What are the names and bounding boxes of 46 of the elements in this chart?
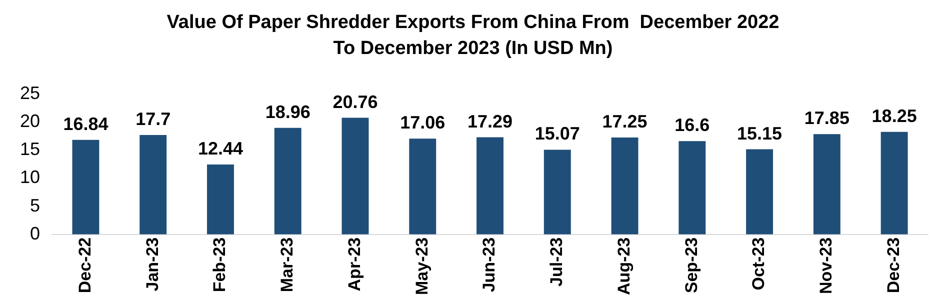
- x-tick-label: Jul-23: [547, 237, 566, 286]
- x-tick-label: Jan-23: [142, 237, 162, 292]
- y-tick-label: 20: [20, 111, 40, 132]
- x-tick-label: Sep-23: [682, 237, 701, 294]
- x-tick-label: Mar-23: [278, 237, 297, 292]
- bar: [207, 164, 234, 234]
- data-label: 17.29: [467, 111, 513, 132]
- x-tick-label: Oct-23: [749, 237, 768, 290]
- y-tick-label: 25: [20, 82, 40, 103]
- data-label: 16.6: [674, 115, 710, 136]
- x-tick-label: May-23: [412, 237, 432, 295]
- bar: [611, 138, 638, 234]
- data-label: 12.44: [198, 138, 243, 158]
- data-label: 17.7: [136, 108, 171, 129]
- data-label: 17.25: [602, 111, 648, 132]
- bar: [72, 140, 100, 234]
- y-tick-label: 15: [20, 139, 40, 160]
- data-label: 18.96: [265, 102, 310, 122]
- data-label: 17.06: [400, 112, 446, 133]
- data-label: 20.76: [332, 92, 378, 112]
- x-tick-label: Aug-23: [614, 237, 634, 295]
- bar: [746, 149, 774, 234]
- data-label: 17.85: [804, 108, 850, 128]
- chart-title: Value Of Paper Shredder Exports From China From December 2022 To December 2023 (In USD Mn): [166, 11, 780, 61]
- y-tick-label: 0: [30, 223, 40, 244]
- bar: [140, 134, 167, 234]
- bar: [409, 138, 436, 234]
- data-label: 18.25: [872, 106, 917, 126]
- data-label: 15.07: [534, 124, 580, 144]
- bar: [880, 132, 908, 234]
- bar: [544, 150, 571, 234]
- x-tick-label: Dec-23: [884, 237, 903, 294]
- y-tick-label: 10: [20, 167, 40, 188]
- bar: [274, 128, 302, 234]
- x-tick-label: Nov-23: [816, 237, 836, 294]
- bar: [342, 118, 369, 234]
- data-label: 15.15: [737, 123, 782, 144]
- x-tick-label: Apr-23: [344, 237, 364, 292]
- x-tick-label: Jun-23: [480, 237, 499, 292]
- bar: [678, 141, 706, 234]
- bar: [813, 134, 840, 234]
- data-label: 16.84: [63, 114, 108, 134]
- bar: [476, 137, 504, 234]
- x-tick-label: Feb-23: [210, 237, 230, 292]
- x-tick-label: Dec-22: [75, 237, 94, 294]
- y-tick-label: 5: [30, 195, 40, 216]
